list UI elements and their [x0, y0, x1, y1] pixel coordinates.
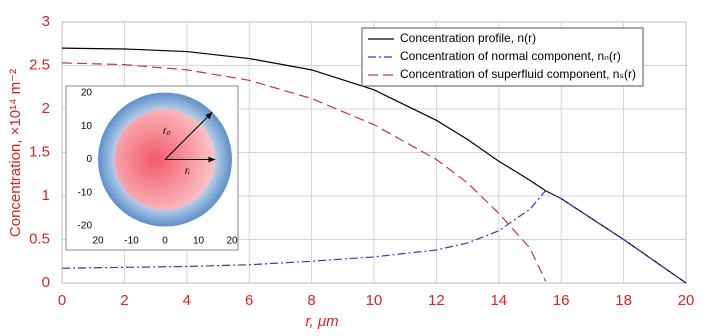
- outer-radius-label: r₀: [163, 126, 171, 137]
- inset-x-tick-label: 20: [226, 236, 238, 247]
- y-tick-label: 1.5: [29, 143, 50, 160]
- inset-y-tick-label: 0: [86, 154, 92, 165]
- inset-y-tick-label: -20: [78, 221, 93, 232]
- x-tick-label: 12: [428, 292, 445, 309]
- legend-label: Concentration profile, n(r): [400, 31, 536, 45]
- x-tick-label: 0: [58, 292, 66, 309]
- series-line: [61, 190, 687, 284]
- x-tick-label: 16: [553, 292, 570, 309]
- inset-x-tick-label: -10: [124, 236, 139, 247]
- inset-y-tick-label: 10: [81, 121, 93, 132]
- legend-box: [361, 27, 644, 87]
- plot-frame: [61, 21, 687, 284]
- x-tick-label: 10: [366, 292, 383, 309]
- x-tick-label: 20: [678, 292, 695, 309]
- inset-y-tick-label: 20: [81, 88, 93, 99]
- y-tick-label: 3: [42, 13, 50, 30]
- outer-radius-arrow: [164, 111, 213, 160]
- x-tick-label: 6: [245, 292, 253, 309]
- x-tick-label: 4: [183, 292, 191, 309]
- x-axis-label: r, μm: [305, 313, 338, 330]
- x-tick-label: 2: [120, 292, 128, 309]
- inset-y-tick-label: -10: [78, 187, 93, 198]
- inset-x-tick-label: 0: [162, 236, 168, 247]
- y-tick-label: 2: [42, 100, 50, 117]
- y-tick-label: 0: [42, 274, 50, 291]
- inset-x-tick-label: 10: [193, 236, 205, 247]
- y-tick-label: 0.5: [29, 230, 50, 247]
- y-axis-label: Concentration, ×10¹⁴ m⁻²: [7, 69, 24, 237]
- inset-x-tick-label: 20: [92, 236, 104, 247]
- y-tick-label: 2.5: [29, 56, 50, 73]
- legend-label: Concentration of normal component, nₙ(r): [400, 49, 621, 63]
- y-tick-label: 1: [42, 187, 50, 204]
- inner-radius-label: rᵢ: [185, 166, 190, 177]
- x-tick-label: 14: [490, 292, 507, 309]
- x-tick-label: 18: [615, 292, 632, 309]
- x-tick-label: 8: [307, 292, 315, 309]
- legend-label: Concentration of superfluid component, n…: [400, 67, 636, 81]
- series-line: [61, 62, 547, 282]
